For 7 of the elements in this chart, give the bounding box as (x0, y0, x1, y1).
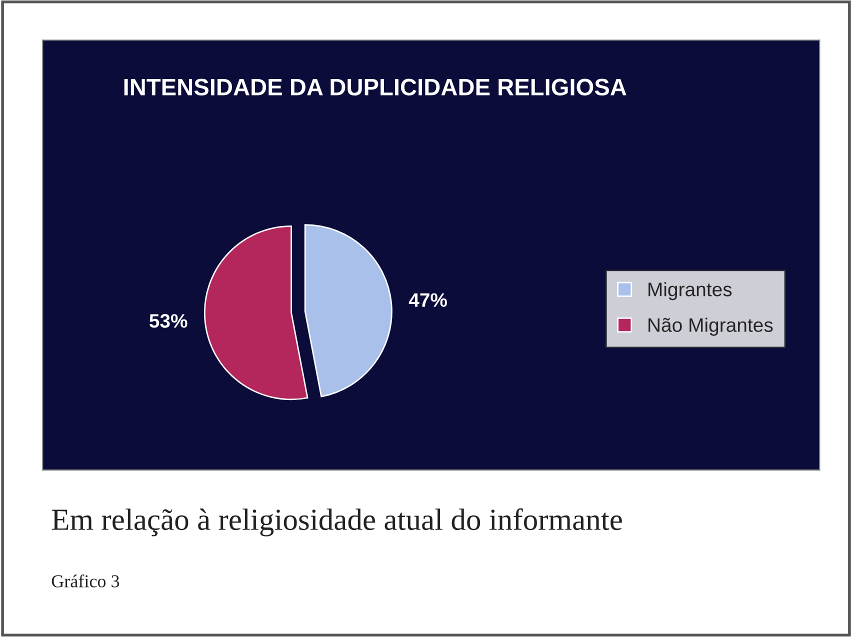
legend-label: Migrantes (648, 282, 732, 300)
text: Em relação à religiosidade atual do informante (52, 508, 622, 536)
text: Gráfico 3 (52, 574, 120, 588)
chart-title: INTENSIDADE DA DUPLICIDADE RELIGIOSA (124, 78, 626, 96)
legend-label: Não Migrantes (648, 318, 773, 336)
data-label: 47% (408, 293, 447, 307)
data-label: 53% (149, 314, 188, 328)
